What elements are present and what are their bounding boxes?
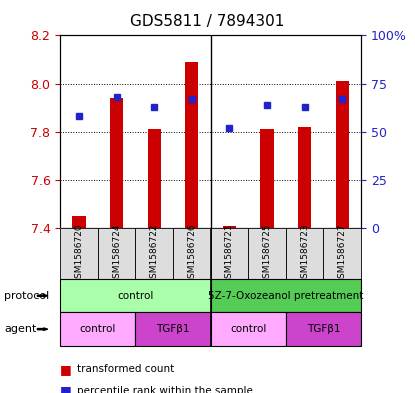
Text: 5Z-7-Oxozeanol pretreatment: 5Z-7-Oxozeanol pretreatment <box>208 291 364 301</box>
Bar <box>323 228 361 279</box>
Bar <box>261 129 273 228</box>
Text: control: control <box>117 291 154 301</box>
Text: GSM1586722: GSM1586722 <box>150 223 159 284</box>
Bar <box>211 279 361 312</box>
Text: percentile rank within the sample: percentile rank within the sample <box>77 386 253 393</box>
Bar <box>135 312 210 346</box>
Text: transformed count: transformed count <box>77 364 174 375</box>
Text: GSM1586721: GSM1586721 <box>225 223 234 284</box>
Bar <box>248 228 286 279</box>
Bar <box>336 81 349 228</box>
Text: protocol: protocol <box>4 291 49 301</box>
Text: GSM1586720: GSM1586720 <box>74 223 83 284</box>
Bar <box>60 228 98 279</box>
Bar <box>135 228 173 279</box>
Text: control: control <box>80 324 116 334</box>
Text: GSM1586726: GSM1586726 <box>187 223 196 284</box>
Bar <box>98 228 135 279</box>
Bar <box>223 226 236 228</box>
Text: ■: ■ <box>60 363 72 376</box>
Bar <box>286 312 361 346</box>
Text: GDS5811 / 7894301: GDS5811 / 7894301 <box>130 14 285 29</box>
Bar <box>148 129 161 228</box>
Bar <box>60 312 135 346</box>
Bar <box>173 228 210 279</box>
Text: TGFβ1: TGFβ1 <box>307 324 340 334</box>
Bar <box>298 127 311 228</box>
Text: GSM1586724: GSM1586724 <box>112 223 121 284</box>
Text: GSM1586727: GSM1586727 <box>338 223 347 284</box>
Bar <box>211 228 248 279</box>
Text: TGFβ1: TGFβ1 <box>156 324 190 334</box>
Bar <box>211 312 286 346</box>
Text: GSM1586725: GSM1586725 <box>263 223 271 284</box>
Text: agent: agent <box>4 324 37 334</box>
Bar <box>185 62 198 228</box>
Text: ■: ■ <box>60 384 72 393</box>
Text: GSM1586723: GSM1586723 <box>300 223 309 284</box>
Bar <box>286 228 323 279</box>
Bar <box>72 216 85 228</box>
Bar <box>110 98 123 228</box>
Text: control: control <box>230 324 266 334</box>
Bar <box>60 279 211 312</box>
